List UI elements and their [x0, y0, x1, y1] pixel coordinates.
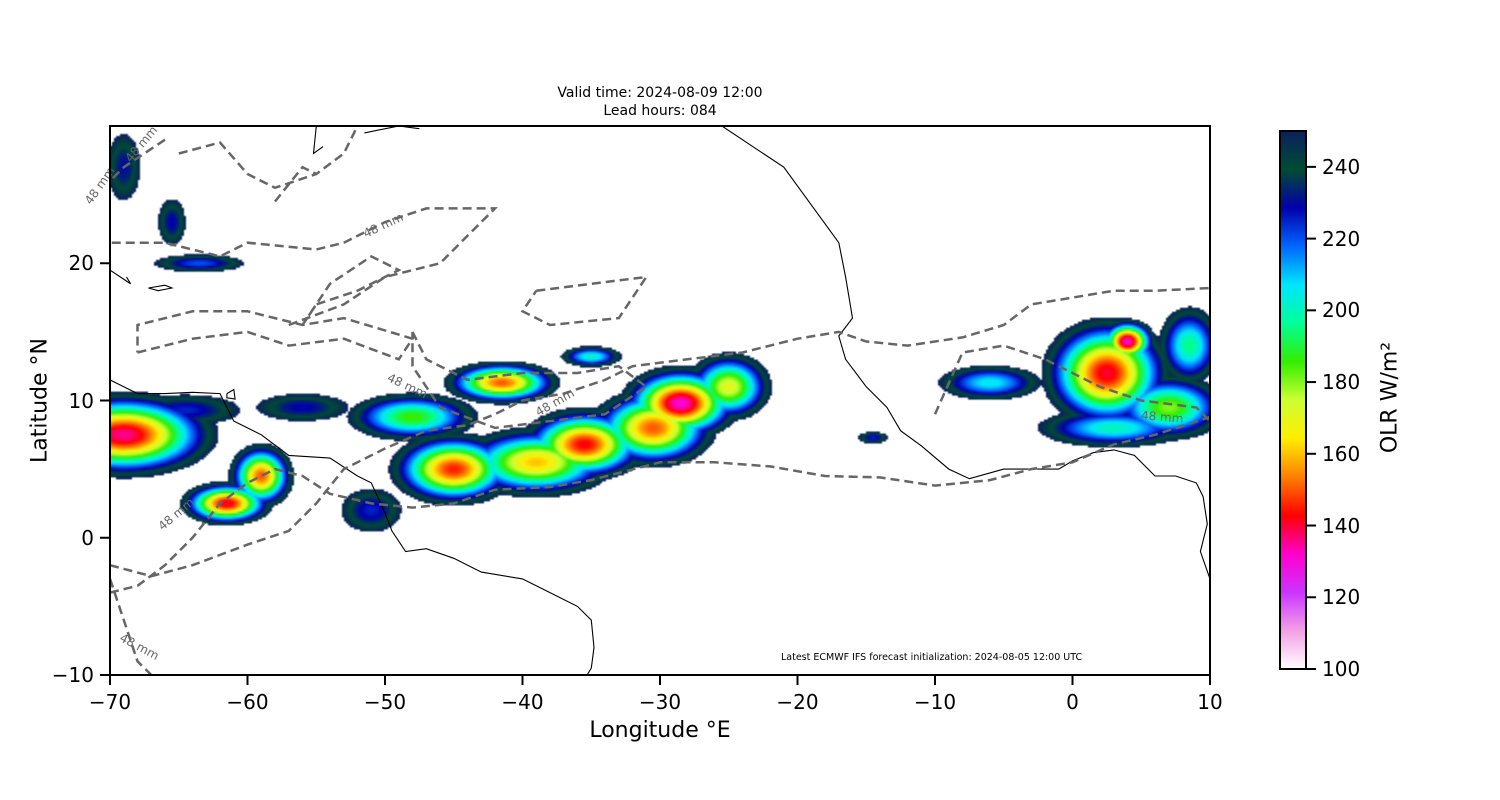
colorbar-tick-label: 140	[1322, 513, 1361, 538]
coastline	[110, 379, 358, 477]
precip-contour	[110, 415, 1210, 594]
y-tick-label: 0	[81, 525, 94, 550]
colorbar-label: OLR W/m²	[1377, 341, 1403, 454]
coastlines	[110, 126, 1210, 675]
init-note: Latest ECMWF IFS forecast initialization…	[781, 652, 1083, 663]
y-axis-label: Latitude °N	[27, 338, 53, 463]
colorbar-tick-label: 180	[1322, 370, 1361, 395]
precip-contour	[110, 286, 1210, 578]
colorbar-tick-label: 100	[1322, 657, 1361, 681]
x-tick-label: 0	[1066, 690, 1079, 714]
precip-contour	[110, 138, 166, 182]
y-tick-label: 10	[68, 388, 94, 413]
coastline	[357, 475, 595, 675]
precip-contour	[520, 275, 649, 327]
coastline	[148, 284, 174, 292]
x-tick-label: −10	[913, 690, 957, 714]
x-tick-label: −40	[501, 690, 544, 714]
y-tick-label: 20	[68, 251, 94, 276]
colorbar-tick-label: 120	[1322, 585, 1361, 610]
coastline	[312, 126, 324, 155]
precip-contour	[136, 310, 415, 361]
precip-contour	[178, 126, 359, 190]
colorbar-ticks	[1306, 165, 1316, 670]
colorbar	[1279, 130, 1307, 670]
x-tick-label: −70	[88, 690, 132, 714]
x-tick-label: 10	[1197, 690, 1223, 714]
coastline	[721, 126, 1210, 580]
x-tick-label: −50	[363, 690, 407, 714]
olr-field	[110, 126, 1210, 675]
title-lead-hours: Lead hours: 084	[603, 103, 717, 119]
coastline	[364, 126, 420, 134]
coastline	[226, 388, 236, 400]
x-tick-label: −30	[638, 690, 682, 714]
contour-label: 48 mm	[1140, 408, 1184, 426]
colorbar-tick-label: 200	[1322, 298, 1361, 323]
colorbar-tick-label: 220	[1322, 226, 1361, 251]
precip-contour	[110, 207, 499, 327]
x-tick-label: −60	[226, 690, 269, 714]
y-tick-label: −10	[51, 663, 94, 687]
precip-contours	[110, 126, 1210, 675]
precip-contour	[110, 578, 153, 675]
coastline	[110, 269, 132, 285]
title-valid-time: Valid time: 2024-08-09 12:00	[557, 85, 763, 101]
x-tick-label: −20	[776, 690, 819, 714]
x-axis-label: Longitude °E	[589, 718, 731, 743]
precip-contour	[933, 344, 1210, 422]
precip-contour	[411, 331, 649, 430]
colorbar-tick-label: 240	[1322, 154, 1361, 179]
precip-contour	[301, 254, 402, 326]
axis-ticks	[100, 262, 1211, 685]
colorbar-tick-label: 160	[1322, 441, 1361, 466]
precip-contour	[274, 165, 317, 203]
